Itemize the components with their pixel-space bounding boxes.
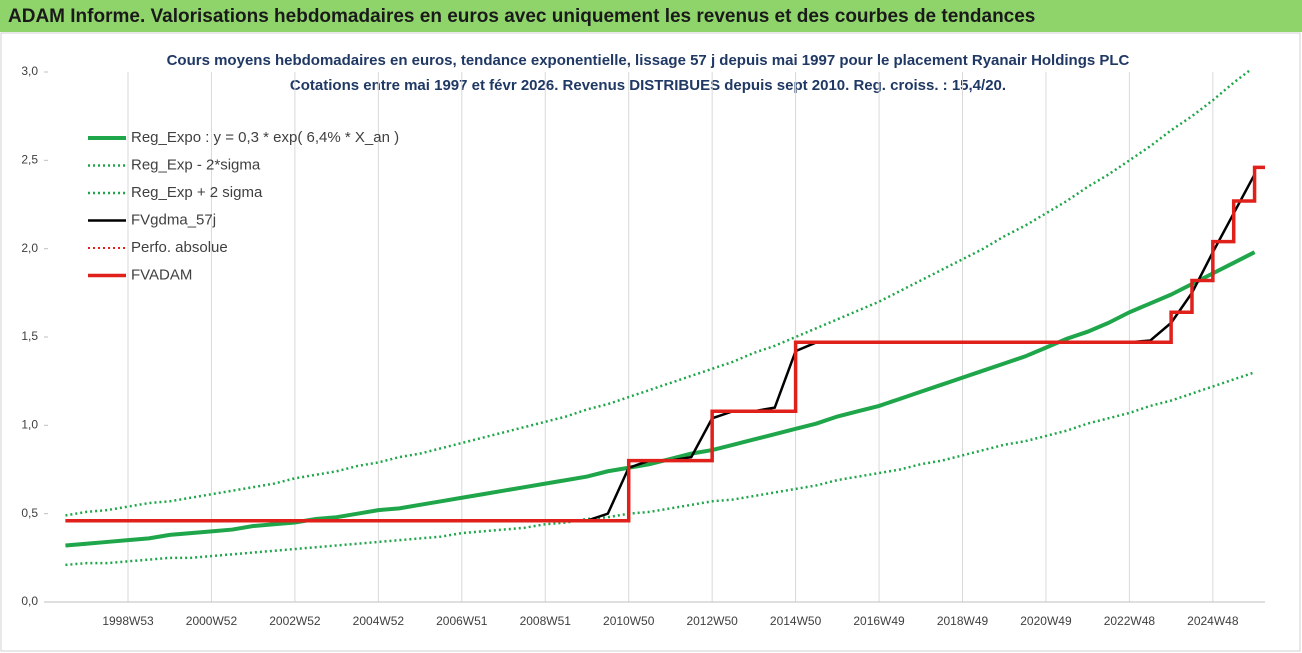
y-tick-label: 0,5 xyxy=(21,506,38,520)
series-line xyxy=(65,70,1253,517)
legend-label: Reg_Exp - 2*sigma xyxy=(131,156,261,173)
series-line xyxy=(65,371,1255,567)
legend-label: FVADAM xyxy=(131,266,192,283)
legend-label: Reg_Exp + 2 sigma xyxy=(131,184,263,201)
x-tick-label: 2000W52 xyxy=(186,614,238,628)
legend-label: Perfo. absolue xyxy=(131,239,228,256)
y-tick-label: 1,5 xyxy=(21,329,38,343)
header-bar xyxy=(0,0,1302,32)
y-tick-label: 2,0 xyxy=(21,241,38,255)
x-tick-label: 1998W53 xyxy=(102,614,154,628)
y-tick-label: 1,0 xyxy=(21,418,38,432)
x-tick-label: 2020W49 xyxy=(1020,614,1072,628)
y-tick-label: 2,5 xyxy=(21,153,38,167)
x-tick-label: 2006W51 xyxy=(436,614,488,628)
axes: 0,0 0,5 1,0 1,5 2,0 2,5 3,0 1998W53 2000W52 2002W… xyxy=(21,64,1265,628)
x-tick-label: 2022W48 xyxy=(1104,614,1156,628)
x-tick-label: 2012W50 xyxy=(686,614,738,628)
chart-subtitle: Cotations entre mai 1997 et févr 2026. R… xyxy=(290,77,1006,94)
chart-title: Cours moyens hebdomadaires en euros, ten… xyxy=(167,52,1130,69)
x-tick-label: 2018W49 xyxy=(937,614,989,628)
legend-label: FVgdma_57j xyxy=(131,211,216,228)
x-tick-label: 2016W49 xyxy=(853,614,905,628)
y-tick-label: 0,0 xyxy=(21,594,38,608)
plot-area xyxy=(65,70,1265,567)
y-tick-label: 3,0 xyxy=(21,64,38,78)
legend: Reg_Expo : y = 0,3 * exp( 6,4% * X_an ) R… xyxy=(88,129,399,283)
x-tick-label: 2014W50 xyxy=(770,614,822,628)
x-tick-label: 2002W52 xyxy=(269,614,321,628)
x-tick-label: 2004W52 xyxy=(353,614,405,628)
header-title: ADAM Informe. Valorisations hebdomadaire… xyxy=(8,6,1035,27)
grid xyxy=(127,72,1214,602)
x-tick-label: 2008W51 xyxy=(520,614,572,628)
x-tick-label: 2010W50 xyxy=(603,614,655,628)
series-line xyxy=(65,165,1265,523)
x-tick-label: 2024W48 xyxy=(1187,614,1239,628)
legend-label: Reg_Expo : y = 0,3 * exp( 6,4% * X_an ) xyxy=(131,129,399,146)
